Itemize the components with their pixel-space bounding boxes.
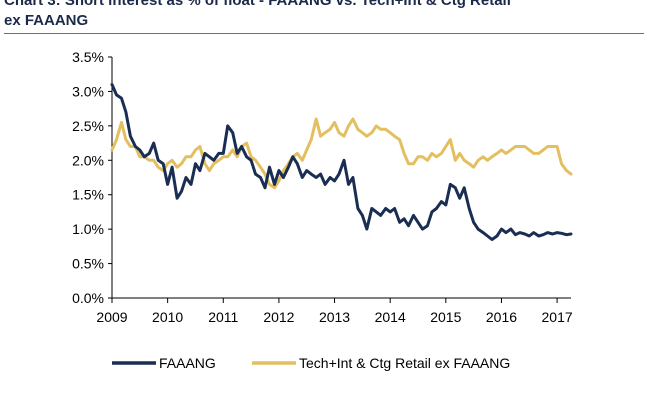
y-tick-label: 3.0% bbox=[72, 83, 104, 99]
x-tick-label: 2016 bbox=[486, 309, 517, 325]
chart-title: Chart 3: Short interest as % of float - … bbox=[4, 0, 644, 34]
y-tick-label: 1.0% bbox=[72, 221, 104, 237]
chart-legend: FAAANG Tech+Int & Ctg Retail ex FAAANG bbox=[112, 355, 510, 371]
x-tick-label: 2017 bbox=[542, 309, 573, 325]
y-tick-label: 2.0% bbox=[72, 152, 104, 168]
series-layer bbox=[110, 83, 573, 241]
series-line-0 bbox=[110, 83, 573, 241]
series-line-1 bbox=[110, 117, 573, 190]
x-tick-label: 2012 bbox=[263, 309, 294, 325]
x-tick-label: 2013 bbox=[319, 309, 350, 325]
y-tick-label: 0.0% bbox=[72, 290, 104, 306]
legend-label-0: FAAANG bbox=[159, 355, 216, 371]
x-tick-label: 2009 bbox=[96, 309, 127, 325]
chart-title-line-2: ex FAAANG bbox=[4, 12, 89, 29]
x-tick-label: 2011 bbox=[208, 309, 238, 325]
chart-title-line-1: Chart 3: Short interest as % of float - … bbox=[4, 0, 511, 9]
x-tick-label: 2010 bbox=[152, 309, 183, 325]
chart-axes: 0.0% 0.5% 1.0% 1.5% 2.0% 2.5% 3.0% 3.5% 2009 2010… bbox=[72, 49, 573, 325]
y-tick-label: 2.5% bbox=[72, 118, 104, 134]
x-tick-label: 2014 bbox=[375, 309, 406, 325]
y-tick-label: 1.5% bbox=[72, 187, 104, 203]
x-tick-label: 2015 bbox=[430, 309, 461, 325]
y-tick-label: 3.5% bbox=[72, 49, 104, 65]
legend-label-1: Tech+Int & Ctg Retail ex FAAANG bbox=[299, 355, 510, 371]
y-tick-label: 0.5% bbox=[72, 256, 104, 272]
